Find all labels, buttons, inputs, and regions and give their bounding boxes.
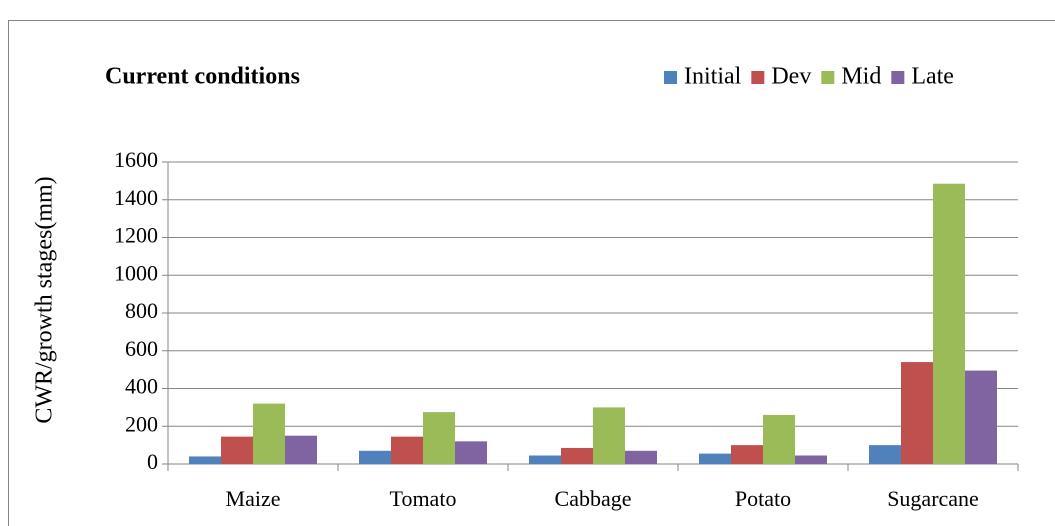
bar xyxy=(423,412,455,464)
y-tick-label: 1600 xyxy=(114,147,158,172)
bar xyxy=(593,407,625,464)
bar xyxy=(731,445,763,464)
y-tick-label: 400 xyxy=(125,374,158,399)
x-tick-label: Tomato xyxy=(390,486,457,511)
bar xyxy=(561,447,593,464)
bar xyxy=(763,414,795,464)
bar xyxy=(359,450,391,464)
bar xyxy=(529,455,561,464)
legend-label: Initial xyxy=(684,64,742,90)
bar xyxy=(965,370,997,464)
y-tick-label: 1000 xyxy=(114,260,158,285)
x-tick-label: Sugarcane xyxy=(887,486,979,511)
y-tick-label: 0 xyxy=(147,449,158,474)
y-tick-label: 200 xyxy=(125,411,158,436)
y-axis-label: CWR/growth stages(mm) xyxy=(32,176,58,423)
x-tick-label: Maize xyxy=(226,486,281,511)
chart-border xyxy=(8,20,1055,526)
bar xyxy=(901,362,933,464)
legend-swatch xyxy=(821,71,835,84)
y-tick-label: 1400 xyxy=(114,185,158,210)
bar xyxy=(795,455,827,464)
y-tick-label: 800 xyxy=(125,298,158,323)
x-tick-label: Potato xyxy=(735,486,791,511)
legend-label: Mid xyxy=(841,64,881,90)
x-tick-label: Cabbage xyxy=(555,486,632,511)
bar xyxy=(189,456,221,464)
bar xyxy=(391,436,423,464)
legend-label: Late xyxy=(911,64,954,90)
legend-swatch xyxy=(664,71,677,84)
y-tick-label: 600 xyxy=(125,336,158,361)
bar xyxy=(869,445,901,464)
bar xyxy=(221,436,253,464)
chart-title: Current conditions xyxy=(105,64,300,90)
legend-swatch xyxy=(751,71,765,84)
bar xyxy=(455,441,487,464)
legend-swatch xyxy=(891,71,905,84)
bar xyxy=(933,183,965,465)
y-tick-label: 1200 xyxy=(114,223,158,248)
bar xyxy=(253,403,285,464)
bar xyxy=(625,450,657,464)
legend-label: Dev xyxy=(771,64,811,90)
bar xyxy=(699,453,731,464)
bar xyxy=(285,435,317,464)
